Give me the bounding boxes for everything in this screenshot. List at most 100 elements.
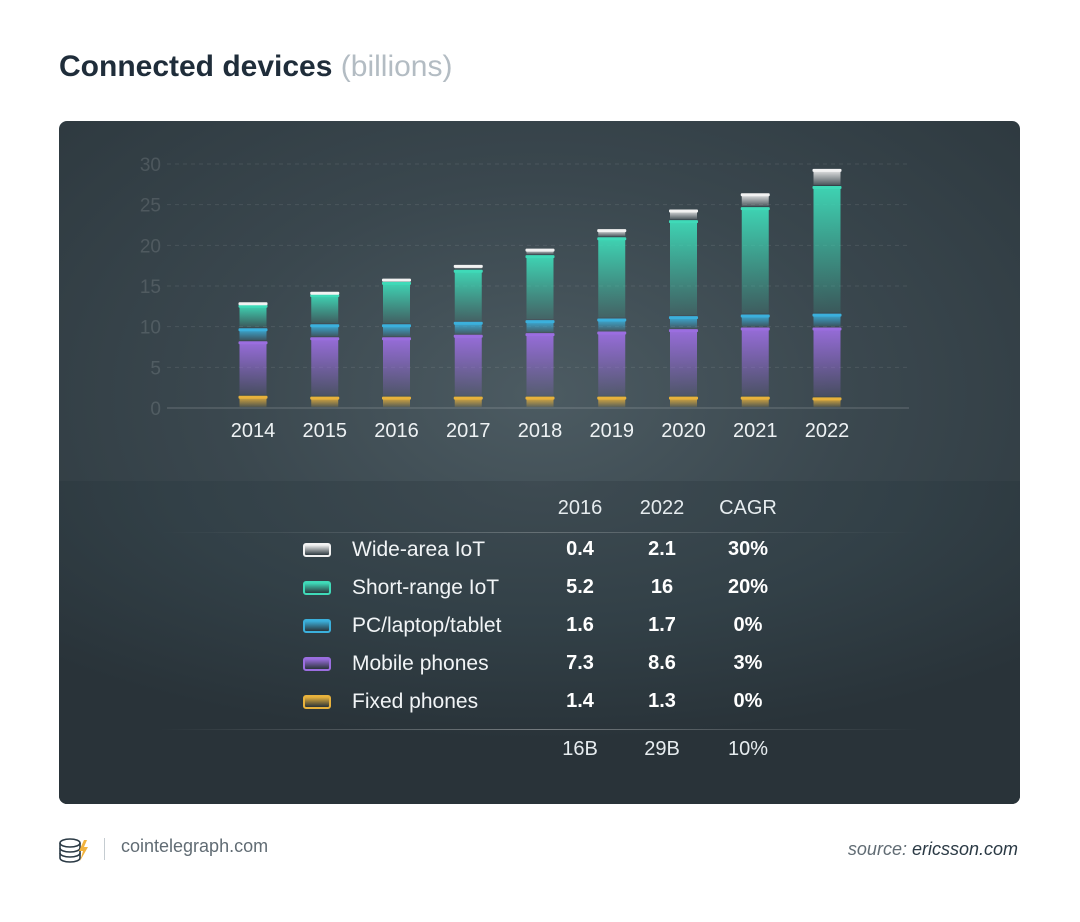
mobile-phones-swatch [303, 657, 331, 671]
bar-segment [311, 295, 339, 324]
total-2016: 16B [562, 738, 598, 760]
bar-segment [239, 342, 267, 395]
bar-segment [454, 397, 482, 407]
bar-segment [598, 332, 626, 396]
bar-segment-cap [812, 313, 842, 317]
legend-label: Mobile phones [352, 652, 489, 675]
value-2022: 1.3 [648, 690, 676, 712]
bar-segment-cap [382, 337, 411, 341]
bar-segment [383, 325, 410, 337]
bar-segment-cap [740, 327, 770, 331]
legend-row: Mobile phones 7.3 8.6 3% [59, 648, 1020, 686]
bar-segment-cap [525, 255, 555, 259]
x-tick-label: 2021 [733, 420, 778, 442]
chart-title: Connected devices (billions) [59, 50, 452, 84]
bar-segment [598, 397, 626, 407]
bar-segment-cap [310, 324, 340, 328]
value-2016: 5.2 [566, 576, 594, 598]
bar-segment [239, 305, 267, 328]
bar-segment-cap [812, 397, 842, 401]
chart-title-main: Connected devices [59, 50, 333, 83]
bar-segment [311, 338, 339, 396]
bar-segment-cap [238, 302, 268, 306]
table-divider-bottom [159, 729, 919, 730]
y-tick-label: 5 [150, 358, 161, 379]
bar-segment [670, 330, 697, 396]
bar-segment-cap [310, 294, 340, 298]
bar-segment-cap [597, 229, 627, 233]
bar-segment [311, 325, 339, 337]
y-tick-label: 10 [140, 318, 161, 339]
x-tick-label: 2022 [805, 420, 850, 442]
bar-segment [741, 315, 769, 327]
bar-segment-cap [310, 291, 340, 295]
bar-segment [813, 398, 841, 407]
value-2022: 8.6 [648, 652, 676, 674]
bar-segment [670, 397, 697, 407]
site-link[interactable]: cointelegraph.com [121, 836, 269, 856]
x-tick-label: 2018 [518, 420, 563, 442]
chart-title-unit: (billions) [340, 50, 453, 83]
bar-segment-cap [382, 278, 411, 282]
bar-segment-cap [238, 395, 268, 399]
bar-segment-cap [740, 396, 770, 400]
bar-segment-cap [310, 337, 340, 341]
total-2022: 29B [644, 738, 680, 760]
bar-segment-cap [740, 193, 770, 197]
value-cagr: 30% [727, 538, 769, 560]
bar-segment [526, 334, 554, 396]
bar-segment-cap [669, 209, 698, 213]
bar-segment [813, 328, 841, 397]
bar-segment-cap [382, 324, 411, 328]
bar-segment-cap [525, 248, 555, 252]
source-name: ericsson.com [911, 839, 1018, 859]
bar-segment-cap [453, 396, 483, 400]
bar-segment [598, 319, 626, 331]
x-tick-label: 2020 [661, 420, 706, 442]
bar-segment-cap [812, 168, 842, 172]
bar-segment [813, 186, 841, 313]
bar-segment [383, 338, 410, 396]
x-tick-label: 2019 [590, 420, 635, 442]
value-2022: 1.7 [648, 614, 676, 636]
value-cagr: 0% [733, 690, 763, 712]
bar-segment [383, 282, 410, 324]
value-cagr: 0% [733, 614, 763, 636]
bar-segment-cap [597, 318, 627, 322]
bar-segment-cap [740, 207, 770, 211]
pc-laptop-tablet-swatch [303, 619, 331, 633]
legend-label: Short-range IoT [352, 576, 500, 599]
bar-segment-cap [525, 396, 555, 400]
x-tick-label: 2014 [231, 420, 276, 442]
bar-segment-cap [453, 334, 483, 338]
value-2022: 2.1 [648, 538, 676, 560]
bar-segment [526, 321, 554, 333]
value-2016: 0.4 [566, 538, 594, 560]
bar-segment [741, 397, 769, 407]
fixed-phones-swatch [303, 695, 331, 709]
value-2016: 1.4 [566, 690, 594, 712]
bar-segment-cap [597, 331, 627, 335]
footer: cointelegraph.com source: ericsson.com [0, 830, 1080, 870]
bar-segment [454, 335, 482, 396]
bar-segment-cap [669, 329, 698, 333]
stacked-bar-chart: 0 5 10 15 20 25 30 2014 2015 2016 2017 2018 2019 2020… [140, 155, 909, 442]
table-header-2016: 2016 [557, 497, 603, 519]
bar-segment-cap [310, 396, 340, 400]
legend-row: Fixed phones 1.4 1.3 0% [59, 686, 1020, 724]
bar-segment [813, 314, 841, 327]
source-credit: source: ericsson.com [848, 839, 1018, 860]
legend-label: Fixed phones [352, 690, 479, 713]
bar-segment-cap [669, 396, 698, 400]
bar-segment-cap [812, 327, 842, 331]
bar-segment [526, 397, 554, 407]
bar-segment-cap [238, 304, 268, 308]
x-tick-label: 2017 [446, 420, 491, 442]
table-header-cagr: CAGR [719, 497, 777, 519]
table-divider-top [159, 532, 919, 533]
bar-segment-cap [453, 264, 483, 268]
value-cagr: 20% [727, 576, 769, 598]
footer-separator [104, 838, 105, 860]
bar-segment [741, 328, 769, 396]
value-cagr: 3% [733, 652, 763, 674]
